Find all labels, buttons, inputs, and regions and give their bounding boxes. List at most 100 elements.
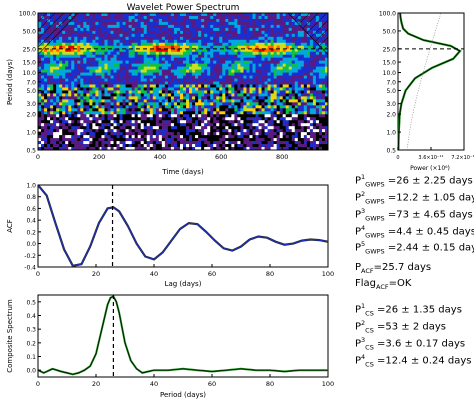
heatmap-cell bbox=[71, 81, 75, 86]
heatmap-cell bbox=[77, 54, 81, 59]
heatmap-cell bbox=[131, 78, 136, 83]
heatmap-cell bbox=[104, 96, 109, 100]
heatmap-cell bbox=[306, 48, 311, 53]
heatmap-cell bbox=[216, 63, 220, 68]
heatmap-cell bbox=[65, 57, 69, 62]
heatmap-cell bbox=[252, 111, 257, 115]
heatmap-cell bbox=[128, 57, 133, 62]
heatmap-cell bbox=[270, 90, 275, 95]
heatmap-cell bbox=[321, 126, 326, 130]
heatmap-cell bbox=[207, 84, 211, 89]
heatmap-cell bbox=[291, 126, 296, 130]
heatmap-cell bbox=[234, 72, 238, 77]
heatmap-cell bbox=[113, 114, 118, 118]
heatmap-cell bbox=[324, 138, 328, 142]
heatmap-cell bbox=[113, 135, 118, 139]
wavelet-ylabel: Period (days) bbox=[6, 59, 14, 105]
cs-plot-ytick-label: 0.4 bbox=[26, 313, 36, 320]
heatmap-cell bbox=[143, 84, 148, 89]
heatmap-cell bbox=[98, 102, 103, 106]
heatmap-cell bbox=[101, 87, 106, 92]
heatmap-cell bbox=[161, 33, 166, 38]
heatmap-cell bbox=[134, 48, 139, 53]
heatmap-cell bbox=[65, 84, 69, 89]
heatmap-cell bbox=[207, 126, 211, 130]
heatmap-cell bbox=[258, 96, 263, 100]
heatmap-cell bbox=[44, 99, 48, 103]
heatmap-cell bbox=[95, 102, 100, 106]
heatmap-cell bbox=[279, 66, 284, 71]
heatmap-cell bbox=[315, 132, 320, 136]
heatmap-cell bbox=[98, 51, 103, 56]
heatmap-cell bbox=[53, 138, 57, 142]
heatmap-cell bbox=[140, 42, 145, 47]
heatmap-cell bbox=[204, 96, 208, 100]
heatmap-cell bbox=[192, 105, 196, 109]
heatmap-cell bbox=[77, 21, 81, 26]
heatmap-cell bbox=[306, 141, 311, 145]
heatmap-cell bbox=[158, 105, 163, 109]
heatmap-cell bbox=[44, 60, 48, 65]
heatmap-cell bbox=[294, 90, 299, 95]
heatmap-cell bbox=[198, 27, 202, 32]
heatmap-cell bbox=[62, 126, 66, 130]
heatmap-cell bbox=[92, 84, 96, 89]
heatmap-cell bbox=[297, 99, 302, 103]
heatmap-cell bbox=[53, 120, 57, 124]
heatmap-cell bbox=[71, 42, 75, 47]
heatmap-cell bbox=[47, 114, 51, 118]
wavelet-heatmap bbox=[38, 13, 328, 150]
heatmap-cell bbox=[125, 114, 130, 118]
heatmap-cell bbox=[312, 81, 317, 86]
heatmap-cell bbox=[38, 123, 42, 127]
heatmap-cell bbox=[65, 102, 69, 106]
heatmap-cell bbox=[270, 21, 275, 26]
heatmap-cell bbox=[198, 48, 202, 53]
heatmap-cell bbox=[189, 60, 193, 65]
heatmap-cell bbox=[143, 114, 148, 118]
heatmap-cell bbox=[189, 126, 193, 130]
heatmap-cell bbox=[225, 75, 229, 80]
heatmap-cell bbox=[107, 18, 112, 23]
heatmap-cell bbox=[92, 72, 96, 77]
heatmap-cell bbox=[303, 93, 308, 97]
heatmap-cell bbox=[270, 144, 275, 148]
heatmap-cell bbox=[68, 147, 72, 150]
heatmap-cell bbox=[255, 30, 260, 35]
heatmap-cell bbox=[113, 129, 118, 133]
heatmap-cell bbox=[119, 120, 124, 124]
heatmap-cell bbox=[195, 15, 199, 20]
heatmap-cell bbox=[228, 18, 232, 23]
heatmap-cell bbox=[258, 57, 263, 62]
heatmap-cell bbox=[219, 120, 223, 124]
heatmap-cell bbox=[264, 141, 269, 145]
heatmap-cell bbox=[255, 24, 260, 29]
heatmap-cell bbox=[228, 135, 232, 139]
heatmap-cell bbox=[294, 87, 299, 92]
heatmap-cell bbox=[161, 15, 166, 20]
heatmap-cell bbox=[161, 72, 166, 77]
heatmap-cell bbox=[86, 18, 90, 23]
heatmap-cell bbox=[173, 57, 178, 62]
heatmap-cell bbox=[68, 75, 72, 80]
heatmap-cell bbox=[71, 102, 75, 106]
heatmap-cell bbox=[125, 78, 130, 83]
heatmap-cell bbox=[107, 42, 112, 47]
heatmap-cell bbox=[98, 117, 103, 121]
heatmap-cell bbox=[186, 13, 190, 17]
heatmap-cell bbox=[210, 24, 214, 29]
heatmap-cell bbox=[324, 66, 328, 71]
heatmap-cell bbox=[101, 30, 106, 35]
heatmap-cell bbox=[192, 123, 196, 127]
heatmap-cell bbox=[276, 84, 281, 89]
heatmap-cell bbox=[125, 111, 130, 115]
heatmap-cell bbox=[195, 72, 199, 77]
heatmap-cell bbox=[155, 117, 160, 121]
heatmap-cell bbox=[176, 84, 181, 89]
heatmap-cell bbox=[270, 18, 275, 23]
heatmap-cell bbox=[113, 111, 118, 115]
heatmap-cell bbox=[95, 129, 100, 133]
heatmap-cell bbox=[59, 51, 63, 56]
heatmap-cell bbox=[318, 51, 323, 56]
heatmap-cell bbox=[179, 144, 184, 148]
